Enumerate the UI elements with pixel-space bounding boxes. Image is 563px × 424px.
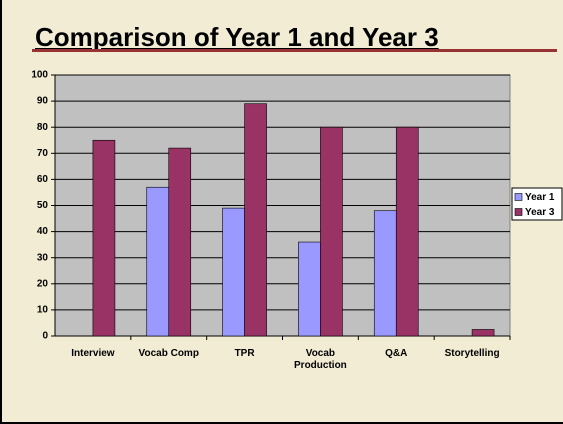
y-tick-label: 80 [37,122,49,133]
bar [373,210,397,337]
y-tick-label: 20 [37,278,49,289]
chart-title: Comparison of Year 1 and Year 3 [35,22,439,52]
bar [471,329,495,337]
x-tick-label: TPR [234,348,255,359]
y-tick-label: 10 [37,305,49,316]
y-tick-label: 100 [31,70,48,81]
legend-label: Year 1 [525,192,555,203]
legend-swatch [514,208,523,216]
bar [320,126,343,337]
bar [92,139,116,337]
y-tick-label: 30 [37,252,49,263]
legend-label: Year 3 [525,207,555,218]
x-tick-label: Interview [71,348,115,359]
legend-swatch [514,193,523,201]
x-tick-label: Storytelling [444,348,500,359]
y-tick-label: 90 [37,96,49,107]
y-tick-label: 40 [37,226,49,237]
x-tick-label: Vocab Comp [138,348,199,359]
y-tick-label: 50 [37,200,49,211]
y-tick-label: 0 [42,331,48,342]
bar [222,207,245,337]
bar [146,186,170,337]
title-rule [32,49,557,52]
bar [395,126,419,337]
y-tick-label: 70 [37,148,49,159]
x-tick-label: Q&A [385,348,408,359]
y-tick-label: 60 [37,174,49,185]
bar [244,103,267,337]
bar [168,147,192,337]
bar [298,241,321,337]
x-tick-label: Vocab Production [294,348,347,371]
